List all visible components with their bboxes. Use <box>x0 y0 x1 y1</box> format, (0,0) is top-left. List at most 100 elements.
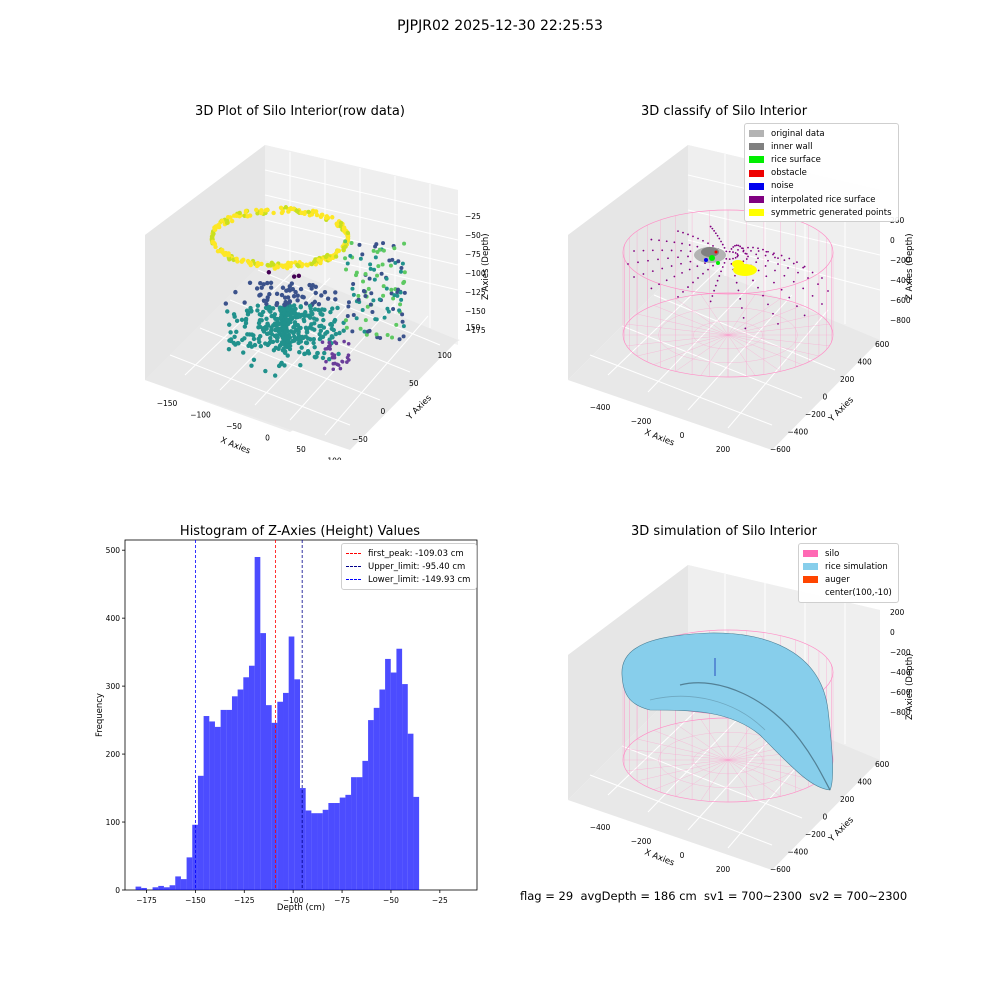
raw-point <box>295 262 300 268</box>
raw-point <box>215 248 221 254</box>
raw-point <box>210 240 216 245</box>
silo-floor-spoke <box>727 298 781 336</box>
silo-floor-spoke <box>637 313 729 336</box>
histogram-legend-swatch <box>346 553 361 555</box>
silo-floor-spoke <box>653 305 729 336</box>
interpolated-point <box>713 289 716 292</box>
raw-point <box>268 335 273 341</box>
raw-point <box>287 284 292 289</box>
cls-y-tick: −600 <box>770 445 791 454</box>
interpolated-point <box>736 255 739 258</box>
cls-x-tick: −200 <box>631 417 652 426</box>
raw-point <box>333 290 338 295</box>
interpolated-point <box>752 279 754 282</box>
sim-x-tick: 0 <box>680 851 685 860</box>
interpolated-point <box>767 259 769 262</box>
cls-y-tick: 400 <box>858 358 873 367</box>
raw-point <box>285 353 290 358</box>
classify-legend-entry: interpolated rice surface <box>749 193 892 206</box>
raw-point <box>245 312 251 317</box>
silo-floor-ring <box>693 745 763 775</box>
silo-floor-spoke <box>727 294 756 336</box>
sim-y-tick: 0 <box>823 813 828 822</box>
histogram-bar <box>220 709 227 890</box>
raw-x-tick: 0 <box>265 434 270 443</box>
silo-floor-spoke <box>727 759 781 797</box>
raw-point <box>345 236 351 241</box>
raw-point <box>390 335 395 340</box>
interpolated-point <box>757 257 759 260</box>
histogram-bar <box>248 665 255 890</box>
interpolated-point <box>692 235 694 238</box>
interpolated-point <box>767 303 769 306</box>
raw-point <box>394 322 399 327</box>
raw-point <box>372 277 377 282</box>
raw-point <box>325 296 331 301</box>
sim-x-tick: −400 <box>590 823 611 832</box>
raw-point <box>331 367 336 372</box>
simulation-rice-surface <box>621 632 833 791</box>
sim-y-tick: 400 <box>858 778 873 787</box>
raw-point <box>265 323 271 328</box>
raw-point <box>283 329 288 334</box>
raw-point <box>251 336 257 342</box>
raw-point <box>311 316 317 321</box>
raw-point <box>259 312 264 318</box>
raw-point <box>351 281 356 286</box>
raw-point <box>334 341 339 346</box>
raw-point <box>291 274 297 279</box>
histogram-x-tick-label: −50 <box>383 896 399 905</box>
histogram-legend-entry: first_peak: -109.03 cm <box>346 547 470 560</box>
raw-point <box>309 261 314 267</box>
histogram-x-label: Depth (cm) <box>277 903 325 913</box>
raw-point <box>392 293 397 298</box>
interpolated-point <box>697 277 699 279</box>
histogram-bar <box>362 760 369 890</box>
raw-point <box>282 263 287 268</box>
interpolated-point <box>745 252 748 255</box>
interpolated-point <box>702 272 704 275</box>
classify-legend-swatch <box>749 196 764 204</box>
interpolated-point <box>677 230 679 232</box>
raw-point <box>374 332 379 337</box>
raw-point <box>305 348 311 354</box>
raw-point <box>342 339 346 344</box>
interpolated-point <box>707 242 709 245</box>
raw-point <box>243 208 249 214</box>
histogram-y-tick-label: 500 <box>106 546 121 555</box>
raw-point <box>322 350 327 356</box>
interpolated-point <box>772 253 774 256</box>
histogram-bar <box>413 796 420 890</box>
raw-point <box>333 297 338 302</box>
raw-point <box>245 332 250 337</box>
raw-z-tick: −100 <box>465 269 486 278</box>
histogram-bar <box>396 648 403 890</box>
interpolated-point <box>745 258 748 260</box>
interpolated-point <box>650 238 653 241</box>
silo-floor-spoke <box>727 759 756 801</box>
interpolated-point <box>788 296 791 299</box>
interpolated-point <box>714 232 717 235</box>
raw-point <box>278 314 284 320</box>
interpolated-point <box>650 287 653 290</box>
raw-point <box>280 285 286 290</box>
raw-point <box>286 287 292 292</box>
raw-point <box>377 247 382 252</box>
raw-point <box>370 310 375 315</box>
raw-point <box>261 282 266 287</box>
raw-point <box>293 289 298 295</box>
raw-point <box>255 308 260 313</box>
histogram-bar <box>271 722 278 890</box>
raw-point <box>223 301 229 306</box>
classify-legend-swatch <box>749 143 764 151</box>
simulation-legend-swatch <box>803 563 818 571</box>
raw-point <box>280 348 286 353</box>
raw-point <box>225 309 230 314</box>
raw-point <box>400 319 405 324</box>
raw-point <box>289 260 294 266</box>
raw-point <box>316 257 321 262</box>
page-title: PJPJR02 2025-12-30 22:25:53 <box>397 18 603 34</box>
raw-point <box>287 299 292 304</box>
interpolated-point <box>811 271 814 274</box>
interpolated-point <box>817 283 819 286</box>
